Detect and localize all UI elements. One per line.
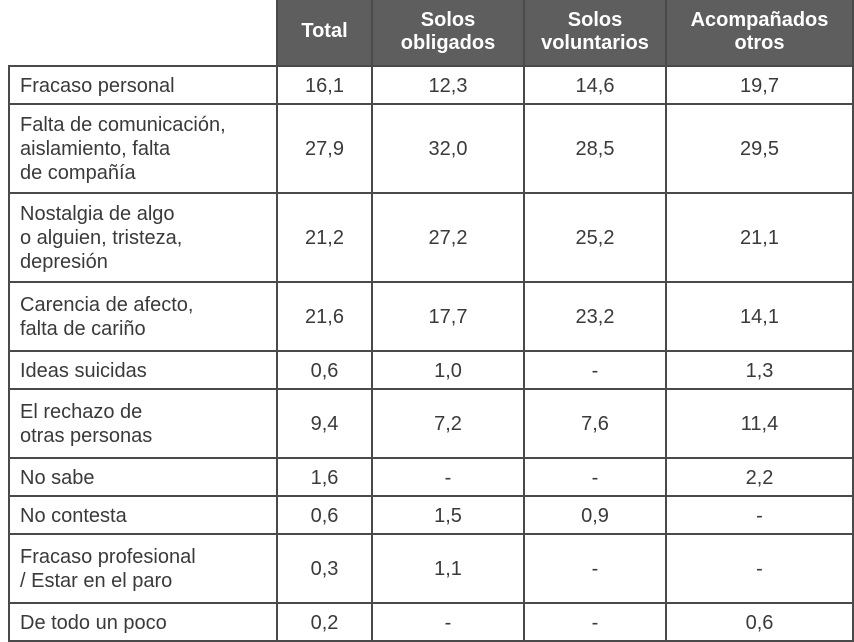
cell-acompanados-otros: 11,4	[665, 388, 854, 459]
cell-solos-voluntarios: 0,9	[523, 495, 667, 535]
cell-total: 1,6	[276, 457, 373, 497]
header-line: Acompañados	[690, 8, 829, 31]
row-label: El rechazo de otras personas	[8, 388, 278, 459]
header-total: Total	[276, 0, 373, 67]
table-row: No sabe 1,6 - - 2,2	[8, 457, 854, 497]
header-acompanados-otros: Acompañados otros	[665, 0, 854, 67]
cell-solos-obligados: 1,0	[371, 350, 525, 390]
row-label: No sabe	[8, 457, 278, 497]
data-table: Total Solos obligados Solos voluntarios …	[8, 0, 854, 642]
cell-total: 0,2	[276, 602, 373, 642]
cell-solos-obligados: 1,5	[371, 495, 525, 535]
cell-solos-voluntarios: 25,2	[523, 192, 667, 283]
table-row: De todo un poco 0,2 - - 0,6	[8, 602, 854, 642]
cell-acompanados-otros: 21,1	[665, 192, 854, 283]
header-line: obligados	[400, 31, 496, 54]
cell-solos-obligados: 32,0	[371, 103, 525, 194]
cell-acompanados-otros: 14,1	[665, 281, 854, 352]
row-label: Nostalgia de algo o alguien, tristeza, d…	[8, 192, 278, 283]
header-line: Solos	[420, 8, 476, 31]
cell-acompanados-otros: 1,3	[665, 350, 854, 390]
cell-solos-voluntarios: -	[523, 602, 667, 642]
header-line: voluntarios	[541, 31, 649, 54]
cell-solos-voluntarios: 23,2	[523, 281, 667, 352]
cell-solos-obligados: 12,3	[371, 65, 525, 105]
cell-acompanados-otros: 2,2	[665, 457, 854, 497]
table-row: Carencia de afecto, falta de cariño 21,6…	[8, 281, 854, 352]
cell-total: 16,1	[276, 65, 373, 105]
header-line: otros	[734, 31, 785, 54]
row-label: Carencia de afecto, falta de cariño	[8, 281, 278, 352]
header-total-label: Total	[301, 20, 348, 42]
table-row: No contesta 0,6 1,5 0,9 -	[8, 495, 854, 535]
cell-acompanados-otros: -	[665, 495, 854, 535]
cell-solos-obligados: -	[371, 457, 525, 497]
cell-solos-voluntarios: -	[523, 457, 667, 497]
cell-solos-obligados: -	[371, 602, 525, 642]
row-label: Ideas suicidas	[8, 350, 278, 390]
cell-acompanados-otros: -	[665, 533, 854, 604]
cell-solos-voluntarios: -	[523, 533, 667, 604]
header-solos-voluntarios: Solos voluntarios	[523, 0, 667, 67]
table-row: Fracaso personal 16,1 12,3 14,6 19,7	[8, 65, 854, 105]
cell-solos-obligados: 17,7	[371, 281, 525, 352]
cell-total: 21,6	[276, 281, 373, 352]
cell-acompanados-otros: 29,5	[665, 103, 854, 194]
cell-total: 9,4	[276, 388, 373, 459]
row-label: Fracaso personal	[8, 65, 278, 105]
cell-solos-obligados: 7,2	[371, 388, 525, 459]
table-row: Fracaso profesional / Estar en el paro 0…	[8, 533, 854, 604]
cell-total: 27,9	[276, 103, 373, 194]
table-row: Ideas suicidas 0,6 1,0 - 1,3	[8, 350, 854, 390]
cell-solos-voluntarios: 28,5	[523, 103, 667, 194]
table-row: Falta de comunicación, aislamiento, falt…	[8, 103, 854, 194]
header-line: Solos	[567, 8, 623, 31]
cell-total: 0,3	[276, 533, 373, 604]
row-label: Fracaso profesional / Estar en el paro	[8, 533, 278, 604]
cell-total: 0,6	[276, 495, 373, 535]
table-container: Total Solos obligados Solos voluntarios …	[8, 0, 854, 642]
cell-acompanados-otros: 19,7	[665, 65, 854, 105]
header-solos-obligados: Solos obligados	[371, 0, 525, 67]
cell-total: 21,2	[276, 192, 373, 283]
cell-solos-obligados: 1,1	[371, 533, 525, 604]
header-row: Total Solos obligados Solos voluntarios …	[9, 0, 854, 67]
cell-acompanados-otros: 0,6	[665, 602, 854, 642]
cell-solos-voluntarios: -	[523, 350, 667, 390]
row-label: Falta de comunicación, aislamiento, falt…	[8, 103, 278, 194]
cell-total: 0,6	[276, 350, 373, 390]
cell-solos-obligados: 27,2	[371, 192, 525, 283]
row-label: No contesta	[8, 495, 278, 535]
table-row: El rechazo de otras personas 9,4 7,2 7,6…	[8, 388, 854, 459]
table-row: Nostalgia de algo o alguien, tristeza, d…	[8, 192, 854, 283]
row-label: De todo un poco	[8, 602, 278, 642]
cell-solos-voluntarios: 7,6	[523, 388, 667, 459]
header-blank-cell	[9, 0, 277, 67]
cell-solos-voluntarios: 14,6	[523, 65, 667, 105]
